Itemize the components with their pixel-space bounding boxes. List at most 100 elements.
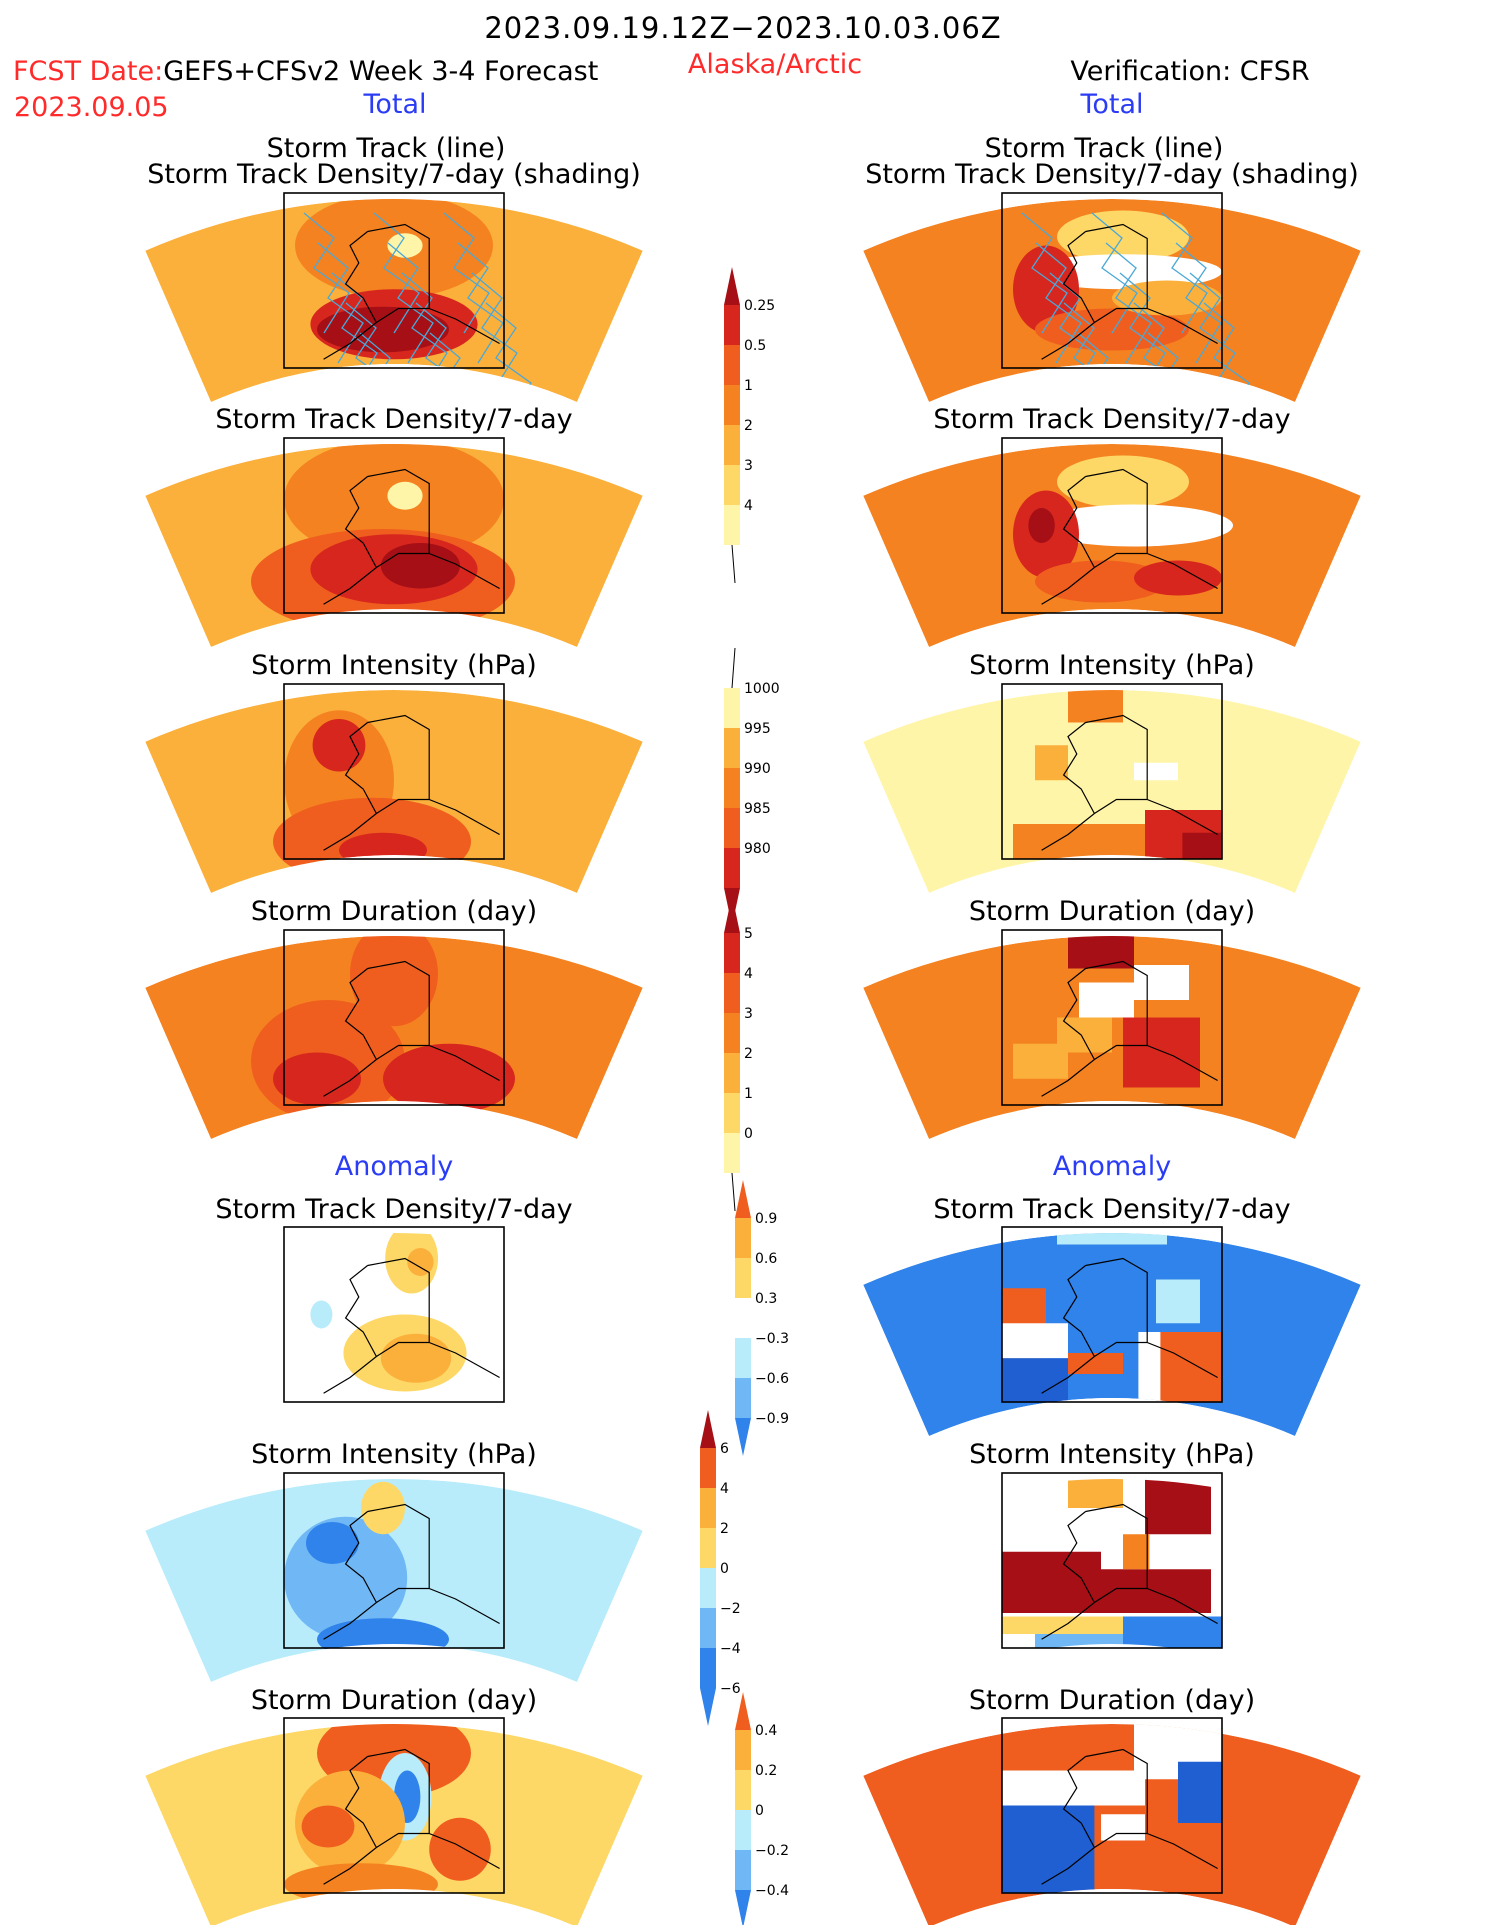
map-field-block (1123, 1017, 1200, 1088)
coastline (1041, 714, 1218, 851)
map-field-block (1079, 1770, 1145, 1806)
colorbar-tick-label: −0.4 (755, 1883, 789, 1899)
map-field-contour (387, 233, 423, 258)
right-total-label: Total (1080, 89, 1144, 120)
left-duration-anom-title: Storm Duration (day) (250, 1685, 538, 1716)
colorbar-segment (724, 808, 740, 848)
map-field-contour (310, 1300, 333, 1329)
colorbar-segment (700, 1608, 716, 1648)
map-sector (863, 1233, 1361, 1437)
colorbar-tick-label: −4 (720, 1641, 741, 1657)
map-frame (1001, 1472, 1223, 1649)
right-intensity-map (863, 683, 1361, 894)
map-field-contour (1057, 210, 1189, 263)
left-track-map (145, 192, 643, 403)
colorbar-bottom-line (731, 544, 736, 584)
map-field-block (1123, 1534, 1150, 1570)
right-intensity-anom-title: Storm Intensity (hPa) (969, 1439, 1255, 1470)
coastline (323, 223, 500, 360)
coastline (1041, 1748, 1218, 1885)
colorbar-tick-label: 0 (744, 1126, 753, 1142)
map-field-block (1123, 1616, 1222, 1648)
map-field-contour (301, 1805, 355, 1848)
map-field-contour (429, 1817, 491, 1881)
right-density-map (863, 437, 1361, 648)
map-field-contour (361, 1481, 405, 1535)
colorbar-tick-label: 0.2 (755, 1763, 777, 1779)
colorbar-tick-label: 0.6 (755, 1251, 777, 1267)
map-field-contour (383, 1043, 515, 1114)
colorbar-tick-label: 995 (744, 721, 771, 737)
intensity-anomaly-colorbar: 6 4 2 0 −2 −4 −6 (700, 1410, 741, 1726)
left-intensity-title: Storm Intensity (hPa) (251, 650, 537, 681)
map-field-block (1134, 762, 1178, 781)
map-field-contour (1035, 504, 1233, 547)
map-field-block (1156, 1332, 1222, 1402)
colorbar-segment (735, 1770, 751, 1810)
map-field-contour (1057, 455, 1189, 508)
map-field-block (1068, 1478, 1123, 1508)
colorbar-tick-label: 990 (744, 761, 771, 777)
right-density-anom-title: Storm Track Density/7-day (933, 1194, 1291, 1225)
map-field-block (1145, 1478, 1211, 1535)
colorbar-segment (724, 1053, 740, 1093)
coastline (1041, 960, 1218, 1097)
colorbar-segment (735, 1218, 751, 1258)
map-field-contour (284, 1863, 438, 1906)
colorbar-top-line (731, 647, 736, 689)
colorbar-tick-label: 6 (720, 1441, 729, 1457)
colorbar-tick-label: −2 (720, 1601, 741, 1617)
map-field-contour (380, 1333, 452, 1383)
right-anomaly-label: Anomaly (1052, 1151, 1172, 1182)
coastline (323, 960, 500, 1097)
colorbar-segment (724, 728, 740, 768)
coastline (1041, 1503, 1218, 1640)
coastline (323, 1748, 500, 1885)
map-field-block (1002, 1805, 1095, 1893)
coastline (323, 468, 500, 605)
colorbar-segment (724, 933, 740, 973)
map-field-contour (312, 719, 366, 772)
coastline (323, 1503, 500, 1640)
map-field-contour (1035, 308, 1189, 351)
left-duration-map (145, 929, 643, 1140)
fcst-label: FCST Date: (13, 56, 164, 87)
coastline (1041, 1257, 1218, 1394)
colorbar-tick-label: 5 (744, 926, 753, 942)
map-field-contour (387, 481, 423, 510)
map-field-block (1134, 965, 1189, 1000)
map-frame (1001, 929, 1223, 1106)
colorbar-tick-label: 3 (744, 458, 753, 474)
map-field-contour (380, 543, 460, 589)
duration-anomaly-colorbar: 0.4 0.2 0 −0.2 −0.4 (735, 1692, 789, 1925)
map-field-contour (350, 936, 438, 1027)
colorbar-segment (735, 1810, 751, 1850)
colorbar-top-triangle (724, 267, 740, 305)
right-track-line-title: Storm Track (line) (984, 133, 1224, 164)
left-total-label: Total (363, 89, 427, 120)
colorbar-segment (724, 768, 740, 808)
right-duration-anom-title: Storm Duration (day) (968, 1685, 1256, 1716)
colorbar-tick-label: 4 (720, 1481, 729, 1497)
colorbar-segment (735, 1850, 751, 1890)
coastline (323, 714, 500, 851)
left-track-shading-title: Storm Track Density/7-day (shading) (147, 159, 641, 190)
colorbar-segment (735, 1338, 751, 1378)
map-field-block (1002, 1358, 1068, 1402)
map-frame (283, 1717, 505, 1894)
map-frame (1001, 192, 1223, 369)
colorbar-bottom-triangle (735, 1890, 751, 1925)
map-field-contour (306, 1522, 359, 1564)
left-density-map (145, 437, 643, 648)
colorbar-top-triangle (700, 1410, 716, 1448)
colorbar-segment (724, 305, 740, 345)
left-duration-title: Storm Duration (day) (250, 896, 538, 927)
right-intensity-anom-map (863, 1472, 1361, 1683)
map-field-block (1002, 1616, 1134, 1634)
fcst-date: 2023.09.05 (14, 92, 169, 123)
map-field-block (1156, 1279, 1200, 1324)
right-duration-title: Storm Duration (day) (968, 896, 1256, 927)
map-field-block (1182, 832, 1222, 859)
colorbar-tick-label: 4 (744, 498, 753, 514)
